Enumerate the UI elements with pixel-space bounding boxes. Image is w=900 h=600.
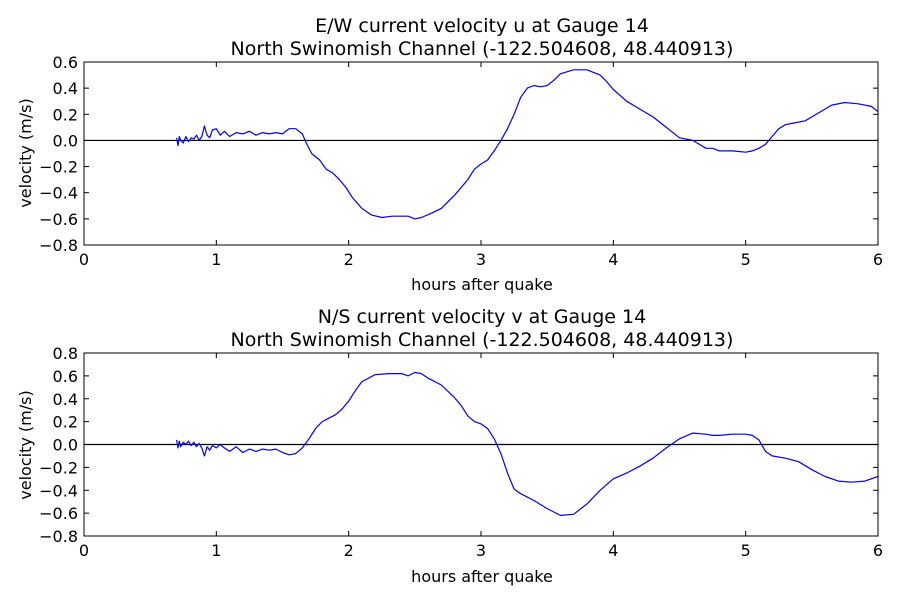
- bottom-chart-x-axis-label: hours after quake: [411, 567, 553, 586]
- top-chart-x-tick-label: 5: [741, 250, 751, 269]
- bottom-chart-x-tick-label: 4: [608, 541, 618, 560]
- bottom-chart-y-tick-label: −0.4: [39, 481, 78, 500]
- top-chart-y-tick-label: −0.2: [39, 158, 78, 177]
- bottom-chart-y-tick-label: 0.2: [53, 413, 78, 432]
- bottom-chart-x-tick-label: 2: [344, 541, 354, 560]
- bottom-chart-subtitle: North Swinomish Channel (-122.504608, 48…: [231, 329, 734, 351]
- bottom-chart-y-tick-label: −0.8: [39, 527, 78, 546]
- top-chart-series-line: [176, 69, 879, 220]
- bottom-chart-series-line: [176, 371, 879, 517]
- top-chart-y-tick-label: 0.2: [53, 105, 78, 124]
- top-chart-subtitle: North Swinomish Channel (-122.504608, 48…: [231, 38, 734, 60]
- top-chart-y-tick-label: −0.8: [39, 236, 78, 255]
- bottom-chart-y-axis-label: velocity (m/s): [16, 390, 35, 499]
- bottom-chart-x-tick-label: 5: [741, 541, 751, 560]
- top-chart-x-tick-label: 3: [476, 250, 486, 269]
- top-chart-y-tick-label: 0.6: [53, 53, 78, 72]
- bottom-chart-y-tick-label: 0.0: [53, 436, 78, 455]
- top-chart-plot: 0 1 2 3 4 5 6 −0.8 −0.6 −0.4 −0.2 0.0 0.2 0.4 0.6: [39, 53, 883, 269]
- bottom-chart-y-tick-label: 0.8: [53, 344, 78, 363]
- top-chart-x-axis-label: hours after quake: [411, 275, 553, 294]
- bottom-chart-x-tick-label: 3: [476, 541, 486, 560]
- bottom-chart-x-tick-label: 0: [79, 541, 89, 560]
- top-chart-x-tick-label: 4: [608, 250, 618, 269]
- top-chart-title: E/W current velocity u at Gauge 14: [315, 15, 649, 37]
- bottom-chart-y-tick-label: −0.6: [39, 504, 78, 523]
- bottom-chart-x-tick-label: 1: [211, 541, 221, 560]
- top-chart-x-tick-label: 0: [79, 250, 89, 269]
- bottom-chart-y-tick-label: 0.6: [53, 367, 78, 386]
- top-chart-y-axis-label: velocity (m/s): [16, 98, 35, 207]
- bottom-chart-x-tick-label: 6: [873, 541, 883, 560]
- top-chart-y-tick-label: −0.6: [39, 210, 78, 229]
- top-chart-y-tick-label: 0.4: [53, 79, 78, 98]
- bottom-chart-plot: 0 1 2 3 4 5 6 −0.8 −0.6 −0.4 −0.2 0.0 0.2 0.4 0.6 0.8: [39, 344, 883, 560]
- top-chart-x-tick-label: 1: [211, 250, 221, 269]
- top-chart-y-tick-label: 0.0: [53, 131, 78, 150]
- bottom-chart-y-tick-label: 0.4: [53, 390, 78, 409]
- top-chart-y-tick-label: −0.4: [39, 184, 78, 203]
- top-chart-x-tick-label: 2: [344, 250, 354, 269]
- bottom-chart-y-tick-label: −0.2: [39, 458, 78, 477]
- bottom-chart-title: N/S current velocity v at Gauge 14: [318, 306, 646, 328]
- top-chart-x-tick-label: 6: [873, 250, 883, 269]
